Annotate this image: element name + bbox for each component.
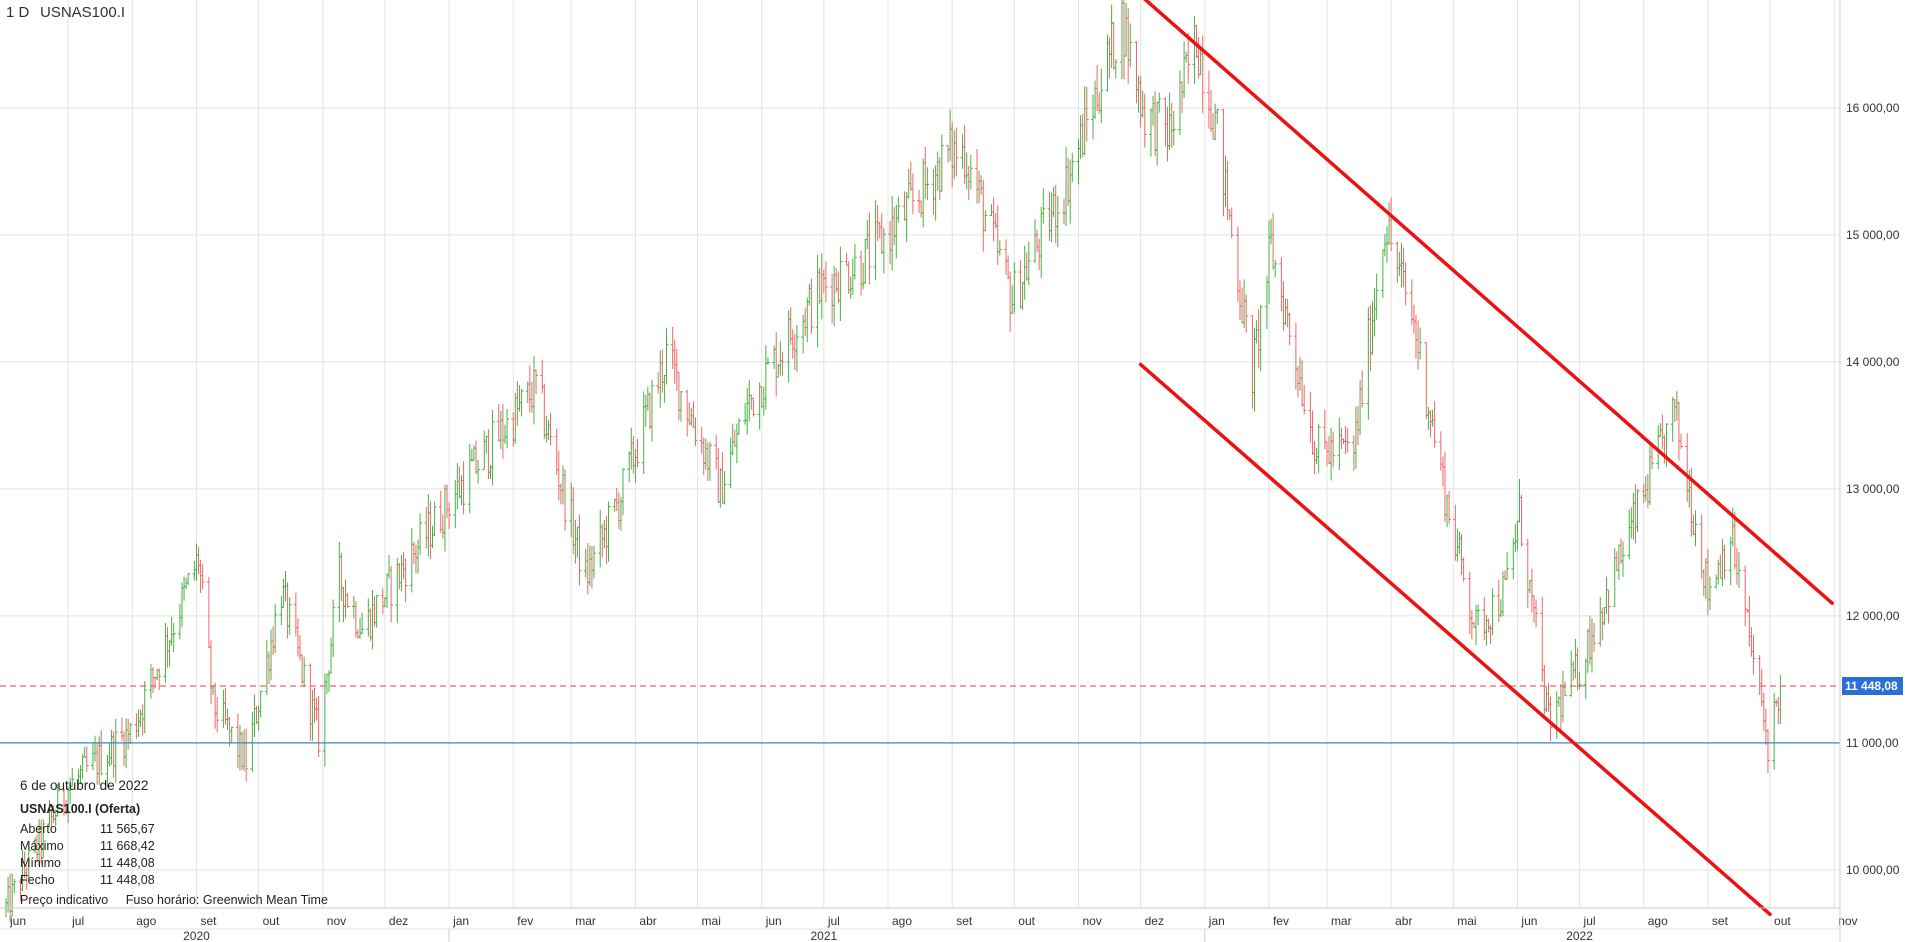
ohlc-bars (4, 0, 1783, 922)
info-title: USNAS100.I (Oferta) (20, 802, 141, 816)
info-label: Máximo (20, 839, 64, 853)
channel-upper-line[interactable] (1124, 0, 1834, 605)
y-tick-label: 13 000,00 (1846, 482, 1900, 496)
y-tick-label: 11 000,00 (1846, 736, 1899, 750)
y-tick-label: 14 000,00 (1846, 355, 1900, 369)
x-month-label: out (263, 914, 280, 928)
x-month-label: mar (1331, 914, 1352, 928)
x-month-label: jun (765, 914, 782, 928)
y-tick-label: 16 000,00 (1846, 101, 1900, 115)
info-value: 11 565,67 (100, 822, 155, 836)
x-month-label: set (956, 914, 973, 928)
y-tick-label: 10 000,00 (1846, 863, 1900, 877)
overlay-layer (0, 0, 1840, 917)
x-month-label: fev (517, 914, 533, 928)
timezone-label[interactable]: Fuso horário: Greenwich Mean Time (125, 893, 328, 907)
x-month-label: set (200, 914, 217, 928)
x-month-label: abr (639, 914, 656, 928)
x-month-label: jul (1583, 914, 1596, 928)
x-month-label: set (1712, 914, 1729, 928)
x-month-label: dez (1145, 914, 1164, 928)
info-row-close: Fecho 11 448,08 (20, 873, 155, 887)
timeframe-label[interactable]: 1 D (6, 4, 30, 21)
x-month-label: jun (9, 914, 26, 928)
x-month-label: fev (1273, 914, 1289, 928)
info-value: 11 668,42 (100, 839, 155, 853)
symbol-label[interactable]: USNAS100.I (40, 4, 126, 21)
current-price-label: 11 448,08 (1845, 679, 1898, 693)
x-month-label: jan (1208, 914, 1225, 928)
x-month-label: jan (452, 914, 469, 928)
x-month-label: nov (1838, 914, 1857, 928)
price-type-label: Preço indicativo (20, 893, 109, 907)
info-label: Aberto (20, 822, 57, 836)
info-row-low: Mínimo 11 448,08 (20, 856, 155, 870)
channel-lower-line[interactable] (1138, 362, 1772, 917)
info-row-open: Aberto 11 565,67 (20, 822, 155, 836)
x-month-label: nov (327, 914, 346, 928)
x-month-label: ago (892, 914, 912, 928)
info-value: 11 448,08 (100, 873, 155, 887)
info-label: Fecho (20, 873, 55, 887)
y-tick-label: 15 000,00 (1846, 228, 1900, 242)
x-month-label: out (1018, 914, 1035, 928)
x-month-label: mar (575, 914, 596, 928)
info-row-high: Máximo 11 668,42 (20, 839, 155, 853)
x-month-label: mai (1457, 914, 1476, 928)
x-month-label: jun (1520, 914, 1537, 928)
x-month-label: dez (389, 914, 408, 928)
x-year-label: 2020 (183, 929, 210, 942)
x-year-label: 2022 (1566, 929, 1593, 942)
x-month-label: nov (1082, 914, 1101, 928)
x-year-label: 2021 (810, 929, 837, 942)
x-month-label: jul (71, 914, 84, 928)
info-date: 6 de outubro de 2022 (20, 778, 149, 793)
x-month-label: ago (1648, 914, 1668, 928)
y-tick-label: 12 000,00 (1846, 609, 1900, 623)
info-value: 11 448,08 (100, 856, 155, 870)
info-label: Mínimo (20, 856, 61, 870)
info-footer: Preço indicativo Fuso horário: Greenwich… (20, 893, 328, 907)
current-price-badge (1842, 677, 1903, 696)
x-month-label: out (1774, 914, 1791, 928)
x-month-label: mai (702, 914, 721, 928)
x-month-label: jul (827, 914, 840, 928)
grid-layer (0, 0, 1840, 908)
x-month-label: ago (136, 914, 156, 928)
x-month-label: abr (1395, 914, 1412, 928)
